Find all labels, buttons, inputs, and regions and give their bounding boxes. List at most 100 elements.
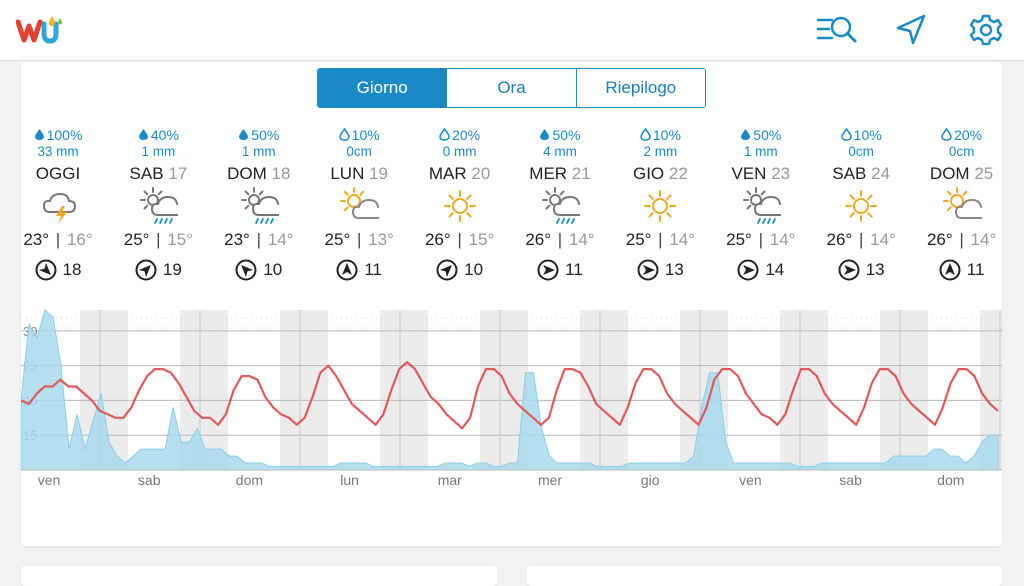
- temp-separator: |: [653, 230, 668, 249]
- temp-low: 14°: [568, 230, 595, 249]
- day-column[interactable]: 50% 1 mm DOM 18 23° | 14° 10: [209, 126, 309, 286]
- bottom-card-left: [21, 566, 497, 586]
- wind-speed: 13: [664, 260, 684, 279]
- day-name: GIO: [632, 164, 665, 183]
- temperature-rain-chart: 30252015vensabdomlunmarmergiovensabdom: [20, 309, 1024, 488]
- temperature-range: 25° | 15°: [108, 226, 208, 254]
- wind: 19: [108, 254, 208, 286]
- temp-separator: |: [753, 230, 768, 249]
- wind-speed: 11: [565, 260, 583, 279]
- wind: 14: [711, 254, 811, 286]
- day-label: DOM 25: [912, 162, 1012, 186]
- x-tick-label: gio: [641, 472, 660, 488]
- search-list-icon[interactable]: [814, 10, 858, 50]
- forecast-chart: 30252015vensabdomlunmarmergiovensabdom: [20, 308, 1024, 493]
- rain-chance-value: 20%: [452, 127, 481, 143]
- temp-low: 15°: [468, 230, 495, 249]
- x-tick-label: ven: [739, 472, 762, 488]
- sunny-icon: [410, 186, 510, 226]
- wind: 11: [912, 254, 1012, 286]
- temp-separator: |: [51, 230, 65, 249]
- day-column[interactable]: 100% 33 mm OGGI 23° | 16° 18: [8, 126, 108, 286]
- rain-chance: 100%: [8, 126, 108, 144]
- app-header: [0, 0, 1024, 61]
- temp-low: 14°: [267, 230, 294, 249]
- temperature-line: [20, 361, 999, 430]
- rain-area: [20, 309, 999, 471]
- rain-chance-value: 50%: [552, 127, 581, 143]
- day-label: LUN 19: [309, 162, 409, 186]
- rain-amount: 4 mm: [543, 144, 577, 159]
- wind-speed: 10: [464, 260, 484, 279]
- temp-separator: |: [352, 230, 367, 249]
- raindrop-icon: [740, 127, 751, 145]
- wind-direction-icon: [436, 259, 458, 281]
- sun-cloud-rain-icon: [711, 186, 811, 226]
- temp-low: 15°: [167, 230, 194, 249]
- rain-chance: 50%: [209, 126, 309, 144]
- temperature-range: 25° | 13°: [309, 226, 409, 254]
- temp-separator: |: [251, 230, 266, 249]
- wind: 10: [209, 254, 309, 286]
- day-label: DOM 18: [209, 162, 309, 186]
- day-column[interactable]: 40% 1 mm SAB 17 25° | 15° 19: [108, 126, 208, 286]
- day-label: MER 21: [510, 162, 610, 186]
- day-number: 21: [571, 164, 591, 183]
- rain-chance: 50%: [711, 126, 811, 144]
- rain-amount: 0 mm: [442, 144, 477, 159]
- location-arrow-icon[interactable]: [890, 10, 934, 50]
- rain-chance: 20%: [912, 126, 1012, 144]
- sunny-icon: [811, 186, 911, 226]
- temperature-range: 23° | 14°: [209, 226, 309, 254]
- gear-icon[interactable]: [964, 10, 1008, 50]
- wind-speed: 10: [263, 260, 283, 279]
- day-column[interactable]: 20% 0cm DOM 25 26° | 14° 11: [912, 126, 1012, 286]
- sunny-icon: [610, 186, 710, 226]
- raindrop-icon: [138, 127, 149, 145]
- x-tick-label: sab: [839, 472, 862, 488]
- temp-separator: |: [954, 230, 969, 249]
- rain-chance-value: 40%: [150, 127, 179, 143]
- day-number: 17: [168, 164, 188, 183]
- raindrop-icon: [539, 127, 550, 145]
- rain-chance-value: 10%: [652, 127, 681, 143]
- thunderstorm-icon: [8, 186, 108, 226]
- temperature-range: 25° | 14°: [711, 226, 811, 254]
- temp-high: 26°: [525, 230, 552, 249]
- rain-chance: 10%: [309, 126, 409, 144]
- temp-separator: |: [553, 230, 567, 249]
- day-column[interactable]: 50% 4 mm MER 21 26° | 14° 11: [510, 126, 610, 286]
- wind-direction-icon: [235, 259, 257, 281]
- raindrop-icon: [439, 127, 450, 145]
- rain-chance: 20%: [410, 126, 510, 144]
- tab-giorno[interactable]: Giorno: [318, 69, 447, 107]
- day-column[interactable]: 10% 0cm LUN 19 25° | 13° 11: [309, 126, 409, 286]
- wind: 13: [811, 254, 911, 286]
- raindrop-icon: [238, 127, 249, 145]
- day-column[interactable]: 20% 0 mm MAR 20 26° | 15° 10: [410, 126, 510, 286]
- day-number: 19: [369, 164, 389, 183]
- day-column[interactable]: 10% 2 mm GIO 22 25° | 14° 13: [610, 126, 710, 286]
- temp-separator: |: [151, 230, 166, 249]
- tab-riepilogo[interactable]: Riepilogo: [575, 69, 705, 107]
- day-number: 22: [668, 164, 688, 183]
- night-band: [780, 310, 828, 470]
- rain-amount: 0cm: [948, 144, 975, 159]
- day-column[interactable]: 10% 0cm SAB 24 26° | 14° 13: [811, 126, 911, 286]
- raindrop-icon: [640, 127, 651, 145]
- day-number: 23: [771, 164, 791, 183]
- wind-direction-icon: [537, 259, 559, 281]
- rain-chance-value: 10%: [351, 127, 380, 143]
- day-column[interactable]: 50% 1 mm VEN 23 25° | 14° 14: [711, 126, 811, 286]
- wind-speed: 18: [62, 260, 82, 279]
- tab-ora[interactable]: Ora: [446, 69, 576, 107]
- temp-low: 14°: [769, 230, 796, 249]
- wu-logo[interactable]: [16, 14, 68, 46]
- day-label: SAB 24: [811, 162, 911, 186]
- wind-direction-icon: [939, 259, 961, 281]
- sun-cloud-rain-icon: [209, 186, 309, 226]
- temperature-range: 26° | 14°: [510, 226, 610, 254]
- wind-speed: 11: [364, 260, 383, 279]
- wind: 18: [8, 254, 108, 286]
- wind-speed: 19: [162, 260, 182, 279]
